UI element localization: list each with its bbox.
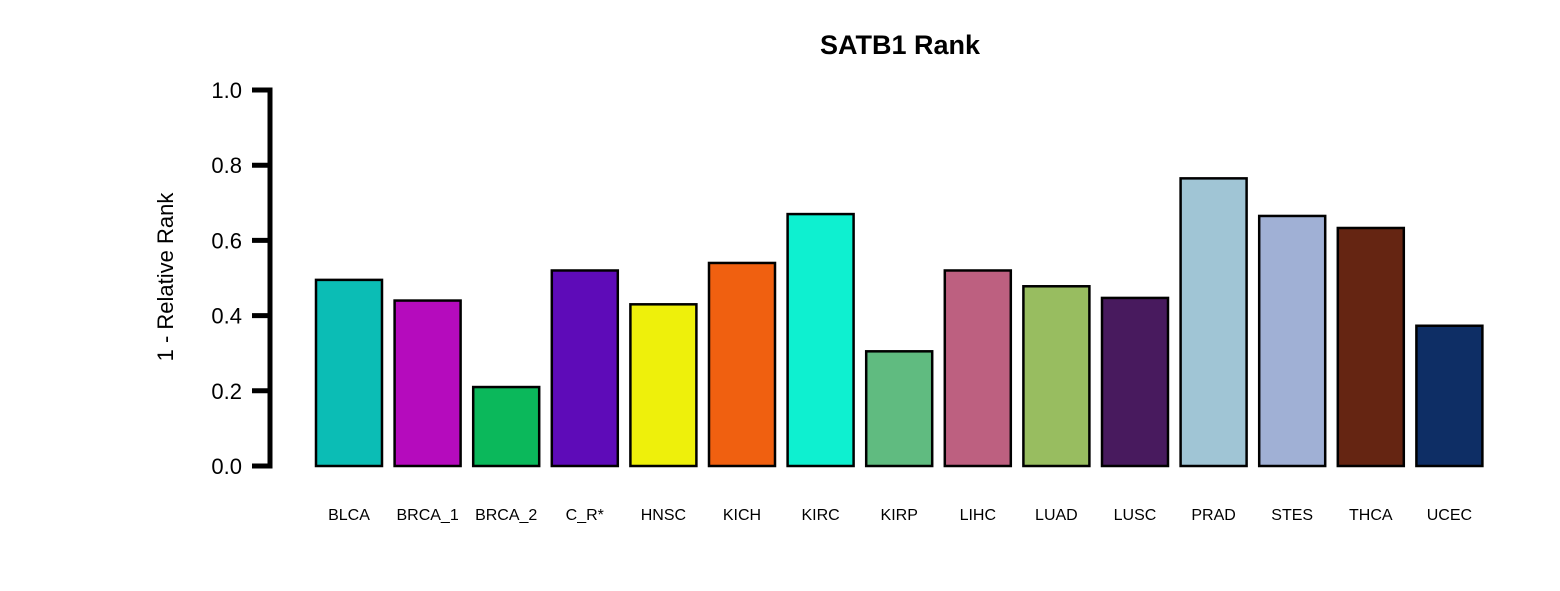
x-category-label: LUSC <box>1114 507 1157 524</box>
bar-brca-2 <box>471 385 541 468</box>
x-category-label: LUAD <box>1035 507 1078 524</box>
bar-prad <box>1179 177 1248 468</box>
y-axis: 0.0 0.2 0.4 0.6 0.8 1.0 <box>211 78 273 479</box>
x-category-label: LIHC <box>960 507 996 524</box>
x-category-label: UCEC <box>1427 507 1472 524</box>
x-category-label: KICH <box>723 507 761 524</box>
y-tick-label: 0.0 <box>211 454 242 479</box>
bar-kirp <box>864 350 934 468</box>
x-category-label: STES <box>1271 507 1313 524</box>
bar-stes <box>1257 214 1327 468</box>
bar-brca-1 <box>393 299 462 468</box>
bar-c-r <box>550 269 620 468</box>
bar-ucec <box>1415 324 1484 468</box>
x-category-label: THCA <box>1349 507 1393 524</box>
bar-kich <box>707 261 777 468</box>
bar-lihc <box>943 269 1013 468</box>
chart-title: SATB1 Rank <box>820 30 981 60</box>
x-category-label: KIRC <box>801 507 839 524</box>
x-category-label: KIRP <box>881 507 918 524</box>
x-category-label: HNSC <box>641 507 686 524</box>
y-tick-label: 0.6 <box>211 228 242 253</box>
x-category-label: PRAD <box>1191 507 1235 524</box>
x-category-label: BRCA_2 <box>475 507 537 524</box>
x-category-label: BRCA_1 <box>396 507 458 524</box>
bar-lusc <box>1100 296 1170 468</box>
y-axis-label: 1 - Relative Rank <box>153 192 178 362</box>
x-category-label: C_R* <box>566 507 604 524</box>
y-tick-label: 0.2 <box>211 379 242 404</box>
bar-hnsc <box>629 303 698 468</box>
y-tick-label: 0.8 <box>211 153 242 178</box>
y-tick-label: 1.0 <box>211 78 242 103</box>
bar-kirc <box>786 212 855 468</box>
bars-group <box>314 177 1484 468</box>
bar-thca <box>1336 226 1406 468</box>
bar-blca <box>314 278 384 468</box>
bar-luad <box>1022 285 1091 468</box>
x-category-label: BLCA <box>328 507 370 524</box>
x-axis-labels: BLCA BRCA_1 BRCA_2 C_R* HNSC KICH KIRC KIRP LIHC… <box>328 507 1472 524</box>
y-tick-label: 0.4 <box>211 304 242 329</box>
